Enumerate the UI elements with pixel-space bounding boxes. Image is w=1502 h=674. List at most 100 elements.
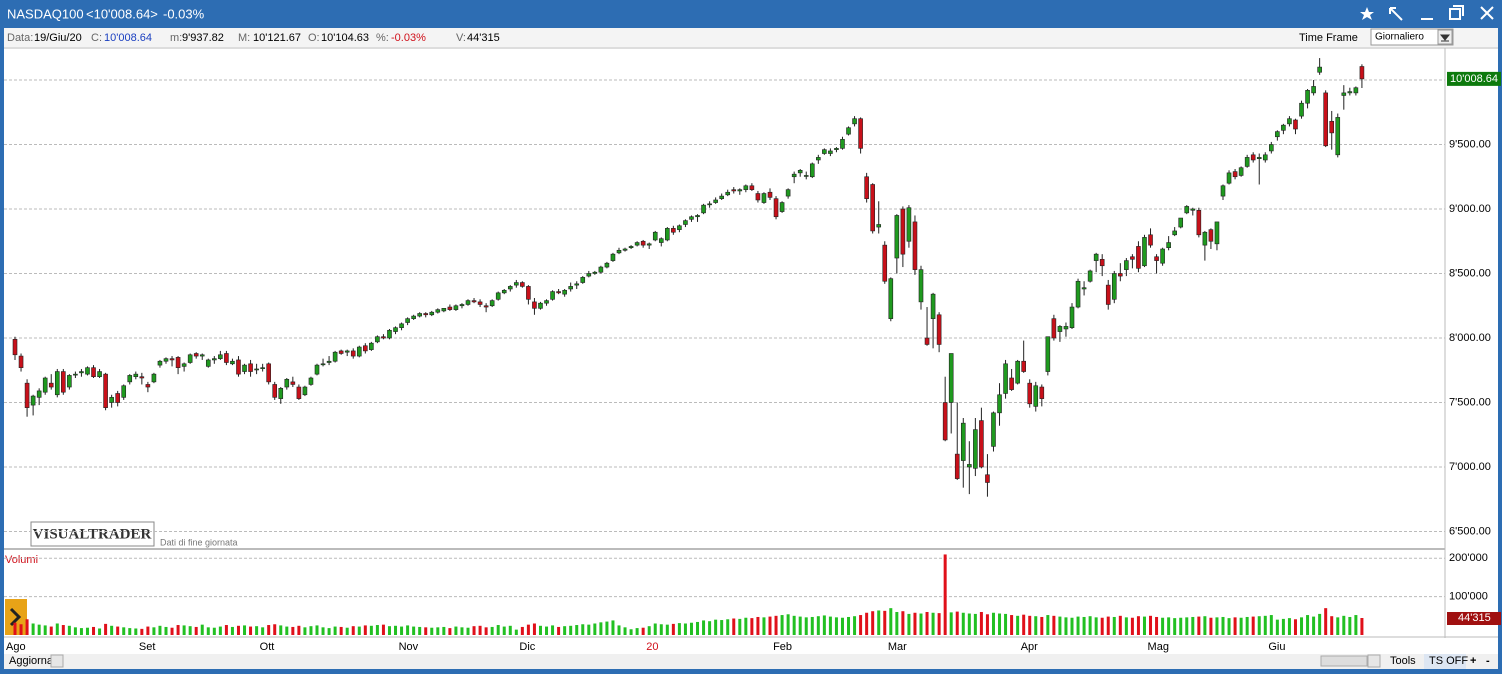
x-tick-label: Giu: [1268, 641, 1285, 653]
candle-body: [42, 377, 48, 393]
volume-bar: [955, 611, 959, 635]
volume-bar: [623, 627, 627, 635]
candle-body: [1220, 185, 1226, 197]
candle-body: [526, 286, 531, 300]
volume-bar: [1028, 615, 1032, 635]
candle-body: [1009, 377, 1014, 390]
volume-bar: [206, 627, 210, 635]
candle-body: [248, 363, 253, 372]
volume-bar: [804, 617, 808, 635]
info-label: C:: [91, 32, 102, 44]
candle-body: [628, 246, 634, 249]
tools-button[interactable]: Tools: [1390, 655, 1416, 667]
candle-body: [1124, 260, 1129, 270]
refresh-button[interactable]: Aggiorna: [9, 655, 54, 667]
volume-bar: [291, 626, 295, 635]
volume-bar: [406, 625, 410, 635]
volume-bar: [732, 618, 736, 635]
brand: VISUALTRADER: [33, 526, 152, 542]
volume-bar: [538, 625, 542, 635]
candle-body: [834, 148, 839, 150]
change: -0.03%: [163, 6, 205, 21]
volume-bar: [67, 625, 71, 635]
volume-bar: [949, 612, 953, 635]
candle-body: [157, 360, 163, 366]
candle-body: [24, 382, 30, 408]
candle-body: [236, 359, 241, 375]
candle-body: [495, 292, 501, 300]
volume-bar: [1330, 616, 1334, 635]
volume-bar: [460, 627, 464, 635]
volume-bar: [617, 625, 621, 635]
volume-bar: [1348, 616, 1352, 635]
candle-body: [622, 248, 628, 251]
volume-bar: [1203, 616, 1207, 635]
volume-bar: [551, 625, 555, 635]
volume-bar: [1094, 617, 1098, 635]
zoom-out[interactable]: -: [1486, 655, 1490, 667]
volume-bar: [726, 619, 730, 635]
volume-bar: [847, 616, 851, 635]
time-frame-value[interactable]: Giornaliero: [1375, 32, 1424, 43]
volume-bar: [943, 554, 947, 635]
info-value: 10'008.64: [104, 32, 152, 44]
candle-body: [242, 364, 247, 372]
volume-bar: [1197, 616, 1201, 635]
y-tick-label: 8'000.00: [1449, 332, 1491, 344]
zoom-in[interactable]: +: [1470, 655, 1476, 667]
ts-button[interactable]: TS OFF: [1429, 655, 1468, 667]
candle-body: [169, 358, 175, 361]
candle-body: [1244, 157, 1250, 167]
candle-body: [1051, 318, 1057, 339]
volume-bar: [840, 617, 844, 635]
volume-bar: [973, 613, 977, 635]
volume-bar: [116, 626, 120, 635]
volume-bar: [750, 618, 754, 635]
candle-body: [1275, 131, 1280, 138]
volume-bar: [31, 623, 35, 635]
candle-body: [393, 327, 398, 332]
candle-body: [761, 193, 767, 203]
scroll-right[interactable]: [1367, 654, 1381, 668]
window-buttons[interactable]: [1360, 5, 1494, 21]
volume-bar: [333, 626, 337, 635]
volume-bar: [1064, 617, 1068, 635]
candle-body: [332, 351, 338, 362]
candle-body: [417, 313, 422, 317]
y-tick-label: 100'000: [1449, 591, 1488, 603]
volume-bar: [454, 626, 458, 635]
volume-bar: [1185, 617, 1189, 635]
candle-body: [556, 291, 561, 294]
candle-body: [562, 289, 567, 295]
info-value: 9'937.82: [182, 32, 224, 44]
volume-bar: [1124, 617, 1128, 635]
time-frame-select[interactable]: [1370, 28, 1454, 46]
volume-bar: [297, 625, 301, 635]
volume-bar: [170, 627, 174, 635]
candle-body: [423, 313, 429, 316]
volume-bar: [1106, 616, 1110, 635]
volume-bar: [1324, 608, 1328, 635]
volume-bar: [913, 612, 917, 635]
candle-body: [103, 373, 108, 408]
candle-body: [930, 293, 936, 319]
volume-bar: [37, 624, 41, 635]
candle-body: [1335, 117, 1341, 156]
candle-body: [1299, 102, 1304, 117]
volume-bar: [798, 616, 802, 635]
candle-body: [797, 169, 803, 174]
candle-body: [677, 225, 682, 230]
volume-bar: [865, 612, 869, 635]
candle-body: [1317, 66, 1322, 73]
candle-body: [459, 304, 465, 307]
candle-body: [308, 377, 314, 385]
scroll-left[interactable]: [50, 654, 64, 668]
scrollbar[interactable]: [1320, 655, 1368, 667]
volume-bar: [249, 626, 253, 635]
candle-body: [375, 336, 380, 343]
candle-body: [1293, 119, 1298, 130]
candle-body: [695, 215, 700, 218]
candle-body: [997, 394, 1002, 414]
volume-bar: [792, 615, 796, 635]
info-label: M:: [238, 32, 250, 44]
